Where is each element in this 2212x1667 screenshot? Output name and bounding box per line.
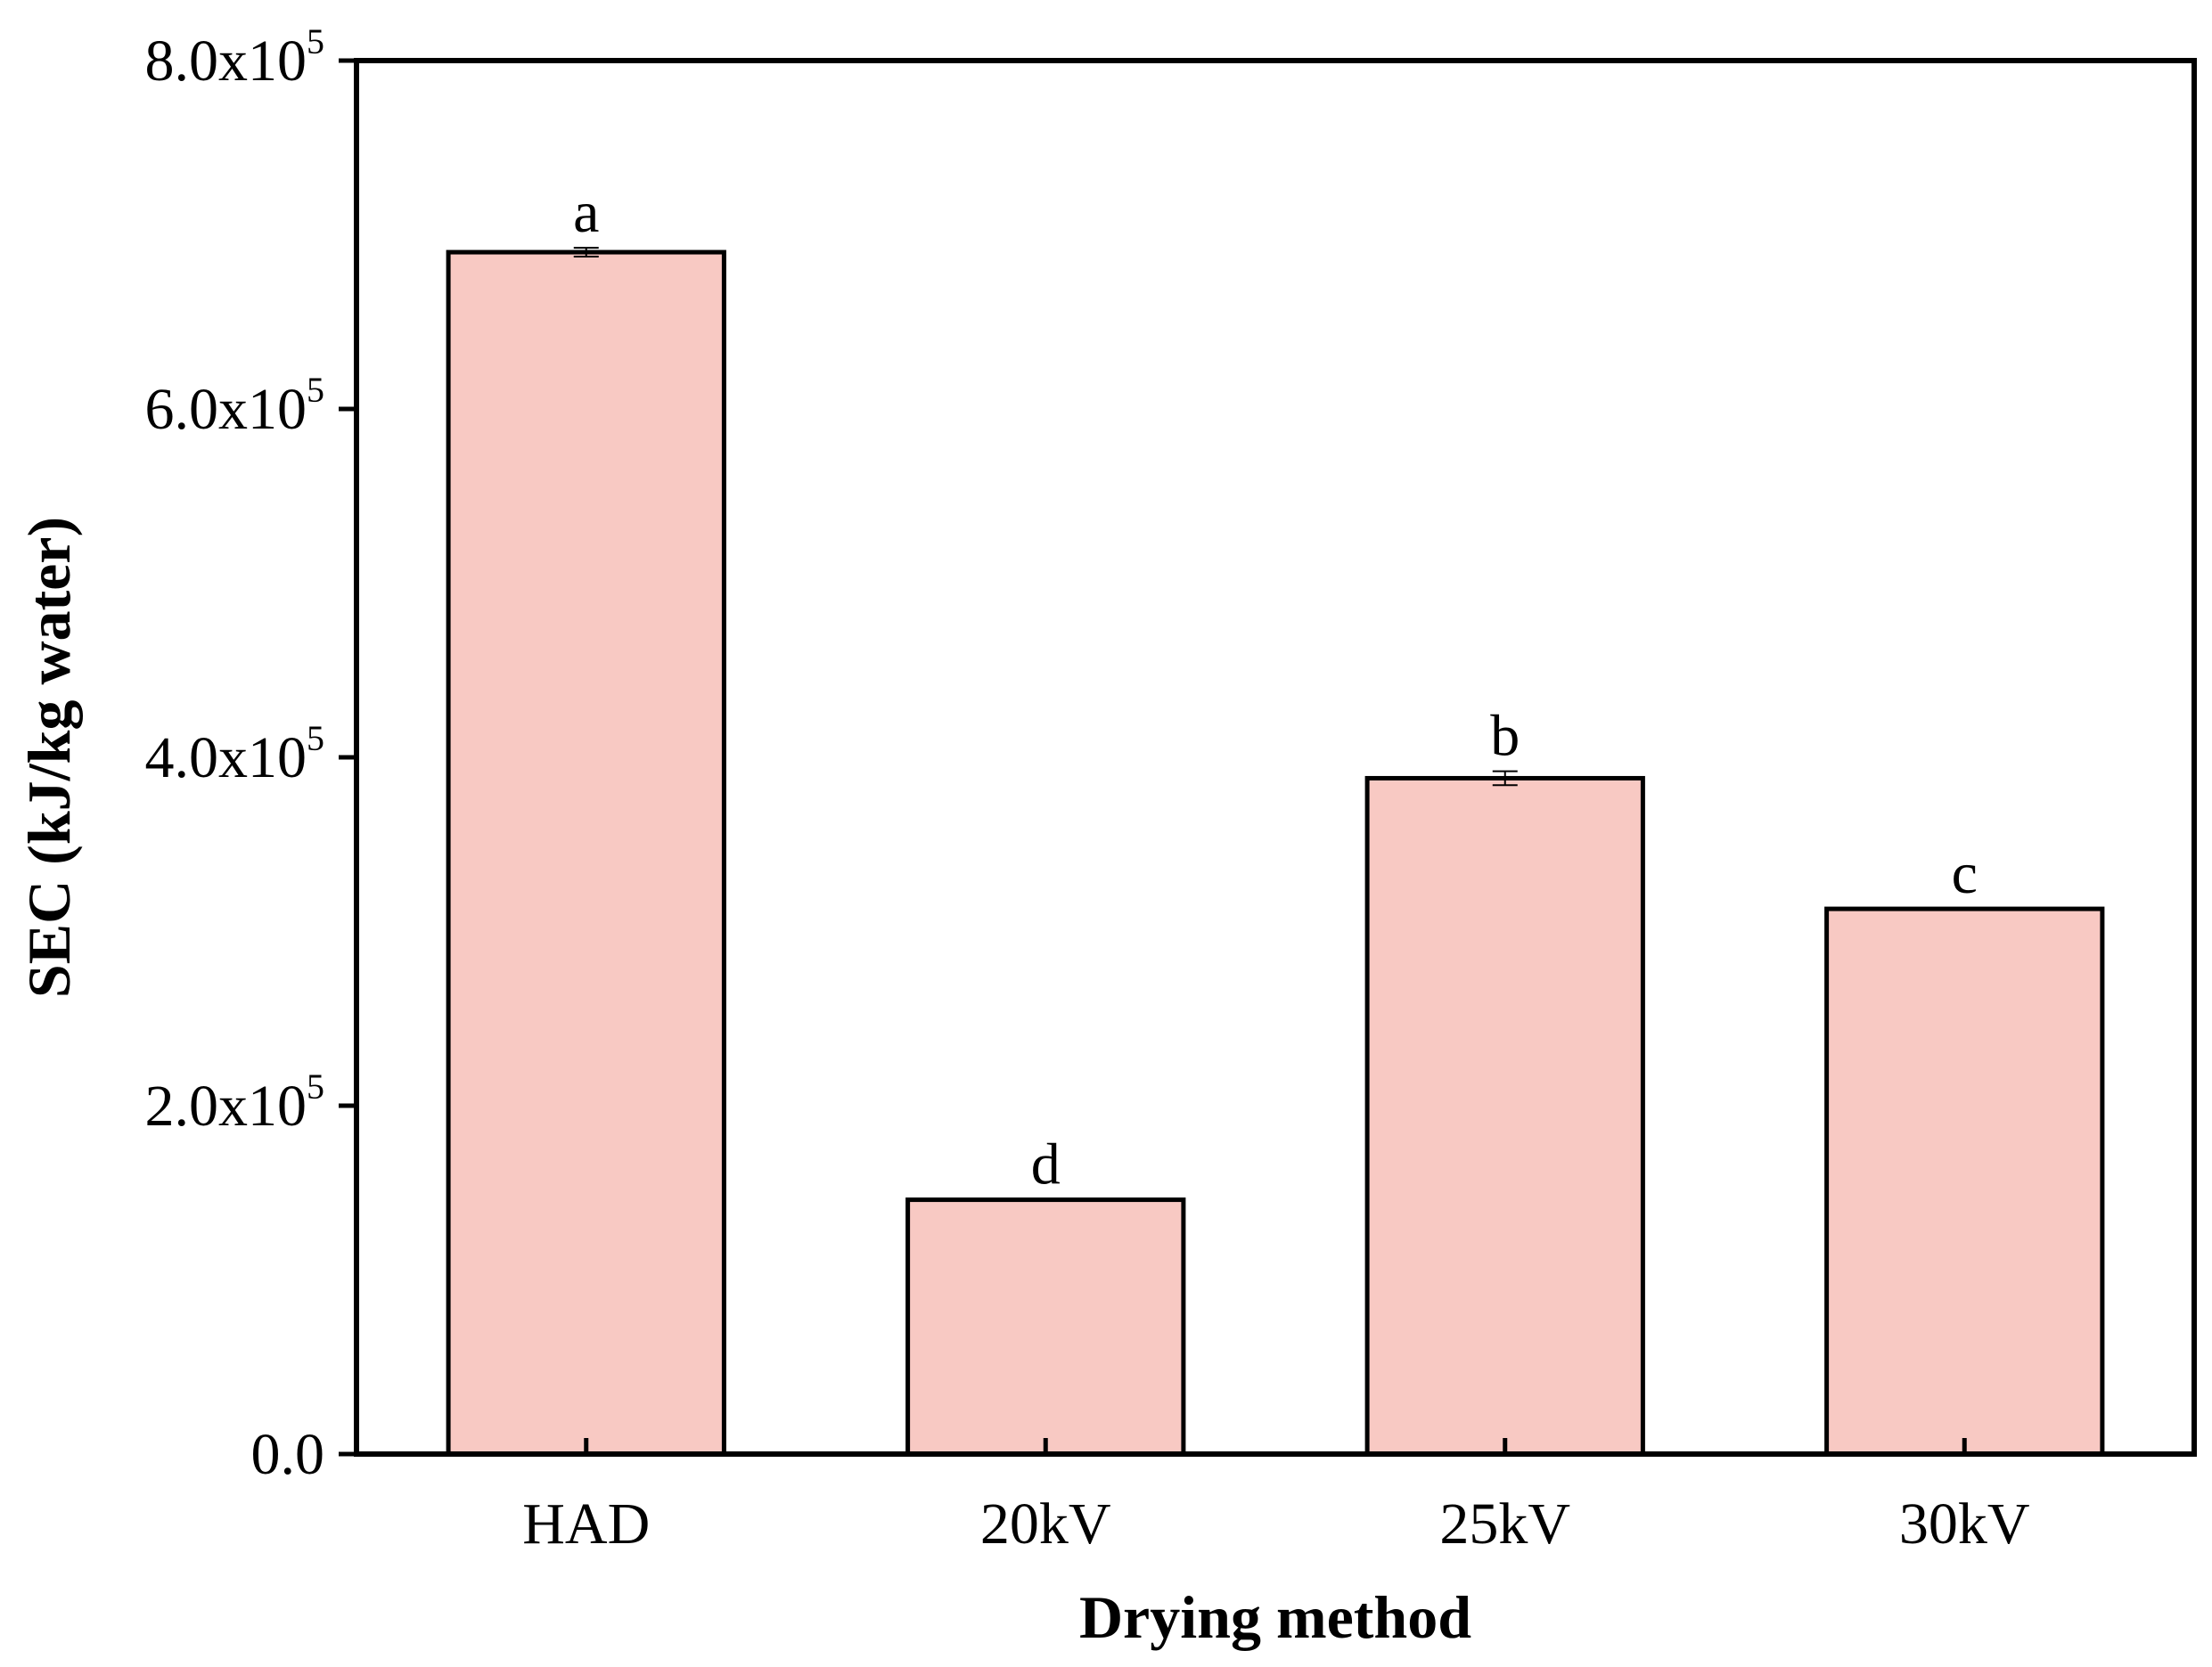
y-tick-label-4: 8.0x105: [145, 21, 325, 94]
x-axis-ticks: HAD 20kV 25kV 30kV: [522, 1438, 2030, 1557]
significance-label-had: a: [573, 180, 599, 245]
x-axis-title: Drying method: [1079, 1583, 1471, 1651]
bar-20kv: [905, 1197, 1186, 1457]
bar-25kv: [1364, 775, 1645, 1457]
y-tick-label-1: 2.0x105: [145, 1066, 325, 1139]
bars-layer: [446, 249, 2105, 1457]
bar-30kv: [1824, 906, 2105, 1457]
x-tick-label-25kv: 25kV: [1439, 1491, 1570, 1557]
x-tick-label-had: HAD: [522, 1491, 650, 1557]
significance-label-25kv: b: [1490, 704, 1520, 769]
y-tick-label-0: 0.0: [251, 1422, 325, 1487]
bar-had: [446, 249, 726, 1457]
y-axis-ticks: 0.0 2.0x105 4.0x105 6.0x105 8.0x105: [145, 21, 356, 1487]
y-tick-label-2: 4.0x105: [145, 718, 325, 790]
significance-label-20kv: d: [1031, 1132, 1061, 1197]
y-tick-label-3: 6.0x105: [145, 370, 325, 442]
x-tick-label-20kv: 20kV: [980, 1491, 1111, 1557]
significance-label-30kv: c: [1952, 841, 1978, 906]
significance-labels-layer: a d b c: [573, 180, 1978, 1197]
error-bars-layer: [573, 247, 1518, 787]
x-tick-label-30kv: 30kV: [1899, 1491, 2030, 1557]
y-axis-title: SEC (kJ/kg water): [15, 517, 83, 998]
